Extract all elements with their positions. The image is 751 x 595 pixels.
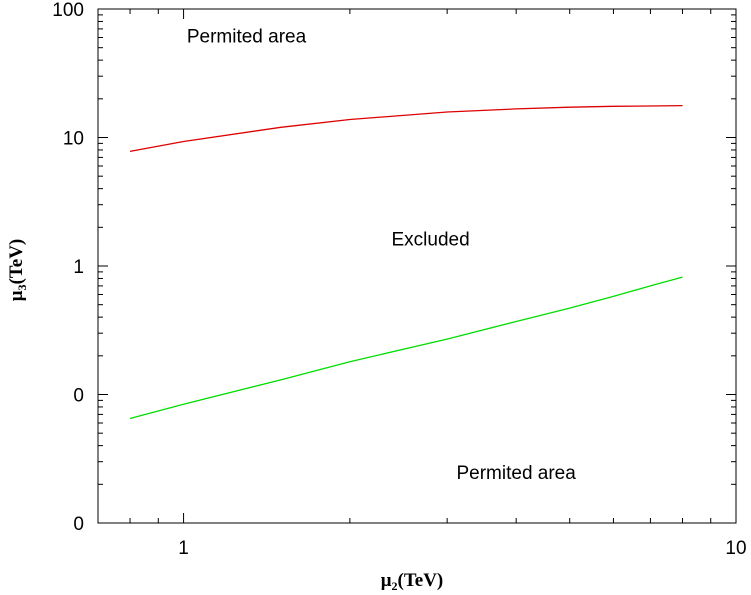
y-tick-label: 1 — [73, 257, 84, 278]
x-tick-label: 10 — [725, 538, 746, 559]
y-axis-label: μ3(TeV) — [6, 239, 29, 302]
plot-frame — [98, 9, 736, 523]
x-tick-label: 1 — [178, 538, 189, 559]
x-axis-label-base: μ — [381, 570, 392, 591]
x-axis-label-rest: (TeV) — [398, 570, 444, 591]
y-tick-label: 100 — [52, 0, 84, 21]
x-axis-label: μ2(TeV) — [381, 570, 444, 593]
series-group — [130, 106, 683, 419]
y-tick-label: 0 — [73, 514, 84, 535]
y-axis-label-rest: (TeV) — [6, 239, 27, 285]
y-axis-label-base: μ — [6, 290, 27, 301]
series-line-2 — [130, 277, 683, 418]
axis-ticks: 0 0 1 10 100 1 10 — [52, 0, 746, 559]
annotation-2: Excluded — [392, 229, 470, 250]
y-tick-label: 10 — [63, 129, 84, 150]
annotations-group: Permited area Excluded Permited area — [187, 26, 576, 484]
y-tick-label: 0 — [73, 386, 84, 407]
annotation-3: Permited area — [456, 463, 576, 484]
series-line-1 — [130, 106, 683, 152]
annotation-1: Permited area — [187, 26, 307, 47]
